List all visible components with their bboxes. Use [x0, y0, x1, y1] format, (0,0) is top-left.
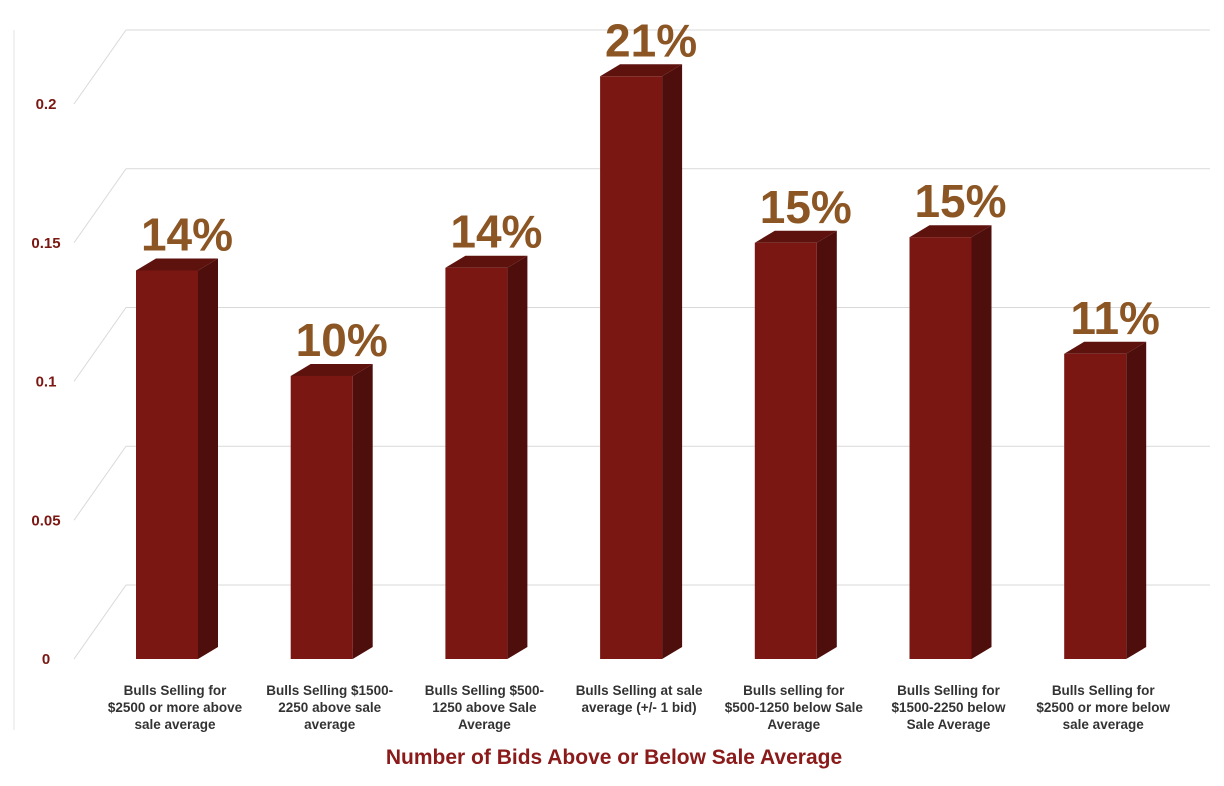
bar-front [1064, 353, 1127, 659]
bar-front [909, 237, 972, 659]
x-category-label: Bulls Selling $1500- 2250 above sale avera… [266, 683, 393, 732]
x-category-line: $1500-2250 below [891, 700, 1006, 715]
bar-front [754, 242, 817, 659]
bar-top [754, 230, 837, 243]
gridline-diagonal [73, 307, 127, 382]
x-category-line: average (+/- 1 bid) [582, 700, 697, 715]
x-category-line: 2250 above sale [278, 700, 381, 715]
bar-top [445, 255, 528, 268]
x-category-line: Bulls Selling for [1052, 683, 1156, 698]
x-category-line: Sale Average [907, 717, 991, 732]
bar-side [816, 230, 837, 659]
bar-front [445, 267, 508, 659]
x-category-label: Bulls Selling at sale average (+/- 1 bid) [576, 683, 703, 715]
bar-side [662, 64, 683, 659]
gridline-diagonal [73, 29, 127, 105]
gridline-diagonal [73, 445, 127, 521]
y-tick-label: 0.2 [36, 96, 57, 113]
gridline-diagonal [73, 584, 127, 660]
x-category-label: Bulls Selling for $2500 or more above sale… [108, 683, 243, 732]
x-category-line: Bulls Selling for [124, 683, 228, 698]
bar [1064, 341, 1147, 659]
bar-front [136, 270, 198, 659]
data-label: 10% [296, 314, 388, 366]
y-axis-ticks: 0 0.05 0.1 0.15 0.2 [31, 96, 60, 668]
data-label: 14% [141, 209, 233, 261]
x-category-line: Average [458, 717, 511, 732]
bar [600, 64, 683, 659]
y-tick-label: 0.05 [31, 512, 60, 529]
x-category-line: Bulls selling for [743, 683, 845, 698]
data-label: 21% [605, 14, 697, 66]
data-label: 15% [914, 175, 1006, 227]
bar-side [507, 255, 528, 659]
bar-top [136, 258, 218, 271]
x-axis-categories: Bulls Selling for $2500 or more above sale… [108, 683, 1171, 732]
bar-side [971, 225, 992, 659]
x-category-line: Bulls Selling $1500- [266, 683, 393, 698]
x-category-label: Bulls Selling $500- 1250 above Sale Averag… [425, 683, 544, 732]
x-category-label: Bulls Selling for $1500-2250 below Sale Av… [891, 683, 1006, 732]
x-category-line: average [304, 717, 356, 732]
bar-top [909, 225, 992, 238]
data-labels: 14% 10% 14% 21% 15% 15% 11% [141, 14, 1160, 366]
x-category-line: Bulls Selling at sale [576, 683, 703, 698]
x-category-line: sale average [134, 717, 216, 732]
x-category-line: sale average [1063, 717, 1145, 732]
bar-front [600, 76, 663, 659]
bar [290, 363, 373, 659]
x-category-label: Bulls selling for $500-1250 below Sale Ave… [725, 683, 864, 732]
data-label: 14% [450, 206, 542, 258]
data-label: 11% [1070, 292, 1160, 344]
bar [909, 225, 992, 659]
bar-front [290, 375, 353, 659]
x-axis-title: Number of Bids Above or Below Sale Avera… [386, 746, 842, 769]
x-category-line: $2500 or more below [1036, 700, 1170, 715]
data-label: 15% [760, 181, 852, 233]
y-tick-label: 0.1 [36, 374, 57, 391]
y-tick-label: 0.15 [31, 235, 60, 252]
bar-side [1126, 341, 1147, 659]
bar-top [600, 64, 683, 77]
bar [445, 255, 528, 659]
x-category-line: Bulls Selling for [897, 683, 1001, 698]
bar-top [1064, 341, 1147, 354]
bar-side [198, 258, 218, 659]
bar [754, 230, 837, 659]
x-category-line: 1250 above Sale [432, 700, 537, 715]
bar [136, 258, 218, 659]
y-tick-label: 0 [42, 651, 50, 668]
gridline-diagonal [73, 168, 127, 244]
bars [136, 64, 1147, 659]
x-category-line: Average [767, 717, 820, 732]
x-category-line: Bulls Selling $500- [425, 683, 544, 698]
x-category-line: $2500 or more above [108, 700, 243, 715]
x-category-label: Bulls Selling for $2500 or more below sale… [1036, 683, 1170, 732]
bar-top [290, 363, 373, 376]
bar-side [352, 363, 373, 659]
x-category-line: $500-1250 below Sale [725, 700, 864, 715]
